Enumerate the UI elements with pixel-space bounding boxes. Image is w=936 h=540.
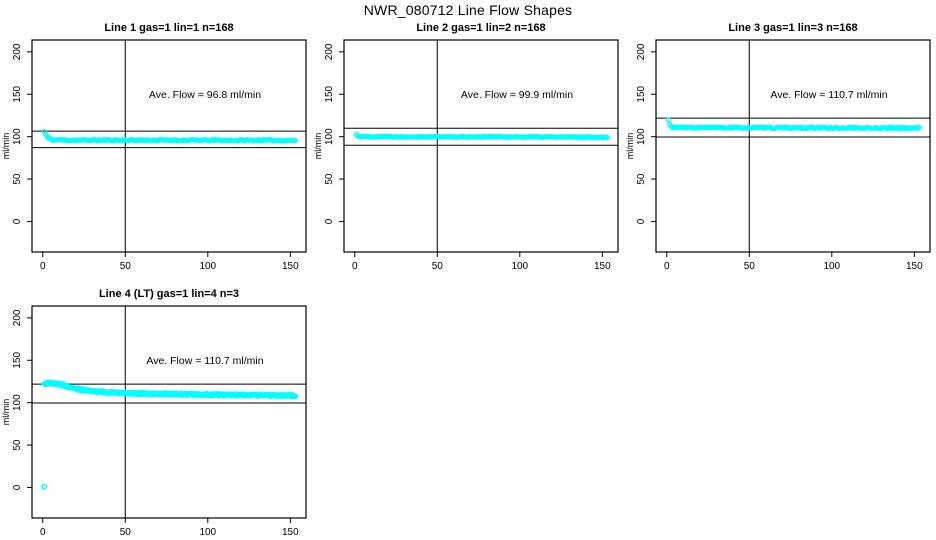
- reference-lines: [32, 40, 306, 252]
- panel-title-line-2: Line 2 gas=1 lin=2 n=168: [416, 22, 545, 34]
- y-tick-label: 200: [636, 43, 647, 60]
- x-tick-label: 0: [664, 261, 670, 272]
- panel-line-4: Line 4 (LT) gas=1 lin=4 n=3 0 50 100 150 0 50…: [0, 280, 312, 540]
- x-tick-label: 50: [744, 261, 756, 272]
- x-tick-label: 150: [282, 527, 299, 538]
- y-axis: 0 50 100 150 200 ml/min: [313, 43, 344, 224]
- x-tick-label: 100: [511, 261, 528, 272]
- ave-flow-annotation: Ave. Flow = 110.7 ml/min: [146, 355, 263, 367]
- panel-line-3: Line 3 gas=1 lin=3 n=168 0 50 100 150 0 50 100…: [624, 14, 936, 274]
- y-tick-label: 50: [636, 173, 647, 185]
- y-tick-label: 100: [12, 128, 23, 145]
- y-tick-label: 200: [12, 43, 23, 60]
- y-tick-label: 150: [324, 85, 335, 102]
- y-axis-label: ml/min: [625, 133, 635, 160]
- data-points: [353, 131, 610, 141]
- panel-line-2: Line 2 gas=1 lin=2 n=168 0 50 100 150 0 50 100…: [312, 14, 624, 274]
- y-tick-label: 0: [324, 218, 335, 224]
- y-tick-label: 0: [636, 218, 647, 224]
- y-tick-label: 50: [324, 173, 335, 185]
- panel-title-line-4: Line 4 (LT) gas=1 lin=4 n=3: [99, 288, 239, 300]
- y-tick-label: 150: [12, 85, 23, 102]
- ave-flow-annotation: Ave. Flow = 99.9 ml/min: [461, 89, 573, 101]
- x-tick-label: 150: [594, 261, 611, 272]
- panel-line-1: Line 1 gas=1 lin=1 n=168 0 50 100 150 0 50 100…: [0, 14, 312, 274]
- y-axis: 0 50 100 150 200 ml/min: [625, 43, 656, 224]
- x-axis: 0 50 100 150: [40, 518, 299, 538]
- page-title: NWR_080712 Line Flow Shapes: [363, 2, 573, 18]
- chart-layer: 0 50 100 150 0 50 100 150 200 ml/min: [1, 39, 307, 272]
- x-tick-label: 100: [823, 261, 840, 272]
- data-points: [665, 116, 922, 132]
- x-tick-label: 100: [199, 527, 216, 538]
- ave-flow-annotation: Ave. Flow = 96.8 ml/min: [149, 89, 261, 101]
- reference-lines: [32, 306, 306, 518]
- x-tick-label: 50: [120, 527, 132, 538]
- chart-layer: 0 50 100 150 0 50 100 150 200 ml/min: [1, 305, 307, 538]
- y-tick-label: 0: [12, 218, 23, 224]
- data-points: [41, 379, 298, 490]
- ave-flow-annotation: Ave. Flow = 110.7 ml/min: [770, 89, 887, 101]
- y-axis: 0 50 100 150 200 ml/min: [1, 309, 32, 490]
- x-tick-label: 50: [432, 261, 444, 272]
- outlier-point: [41, 483, 48, 490]
- y-tick-label: 100: [636, 128, 647, 145]
- y-tick-label: 150: [636, 85, 647, 102]
- plot-box: [31, 39, 307, 253]
- x-axis: 0 50 100 150: [352, 252, 611, 272]
- y-tick-label: 50: [12, 173, 23, 185]
- x-tick-label: 150: [282, 261, 299, 272]
- chart-layer: 0 50 100 150 0 50 100 150 200 ml/min: [313, 39, 619, 272]
- y-tick-label: 200: [324, 43, 335, 60]
- y-axis-label: ml/min: [1, 399, 11, 426]
- y-tick-label: 200: [12, 309, 23, 326]
- y-tick-label: 50: [12, 439, 23, 451]
- x-axis: 0 50 100 150: [40, 252, 299, 272]
- x-axis: 0 50 100 150: [664, 252, 923, 272]
- x-tick-label: 100: [199, 261, 216, 272]
- y-tick-label: 100: [12, 394, 23, 411]
- y-tick-label: 150: [12, 351, 23, 368]
- x-tick-label: 0: [352, 261, 358, 272]
- y-axis: 0 50 100 150 200 ml/min: [1, 43, 32, 224]
- data-points: [41, 128, 298, 144]
- y-axis-label: ml/min: [313, 133, 323, 160]
- y-axis-label: ml/min: [1, 133, 11, 160]
- plot-line-3: Line 3 gas=1 lin=3 n=168 0 50 100 150 0 50 100…: [625, 22, 931, 272]
- plot-line-1: Line 1 gas=1 lin=1 n=168 0 50 100 150 0 50 100…: [1, 22, 307, 272]
- reference-lines: [344, 40, 618, 252]
- panel-title-line-1: Line 1 gas=1 lin=1 n=168: [104, 22, 233, 34]
- x-tick-label: 0: [40, 261, 46, 272]
- plot-line-4: Line 4 (LT) gas=1 lin=4 n=3 0 50 100 150 0 50…: [1, 288, 307, 538]
- reference-lines: [656, 40, 930, 252]
- plot-line-2: Line 2 gas=1 lin=2 n=168 0 50 100 150 0 50 100…: [313, 22, 619, 272]
- x-tick-label: 50: [120, 261, 132, 272]
- x-tick-label: 150: [906, 261, 923, 272]
- y-tick-label: 100: [324, 128, 335, 145]
- panel-title-line-3: Line 3 gas=1 lin=3 n=168: [728, 22, 857, 34]
- chart-layer: 0 50 100 150 0 50 100 150 200 ml/min: [625, 39, 931, 272]
- plot-box: [31, 305, 307, 519]
- plot-box: [655, 39, 931, 253]
- x-tick-label: 0: [40, 527, 46, 538]
- plot-box: [343, 39, 619, 253]
- y-tick-label: 0: [12, 484, 23, 490]
